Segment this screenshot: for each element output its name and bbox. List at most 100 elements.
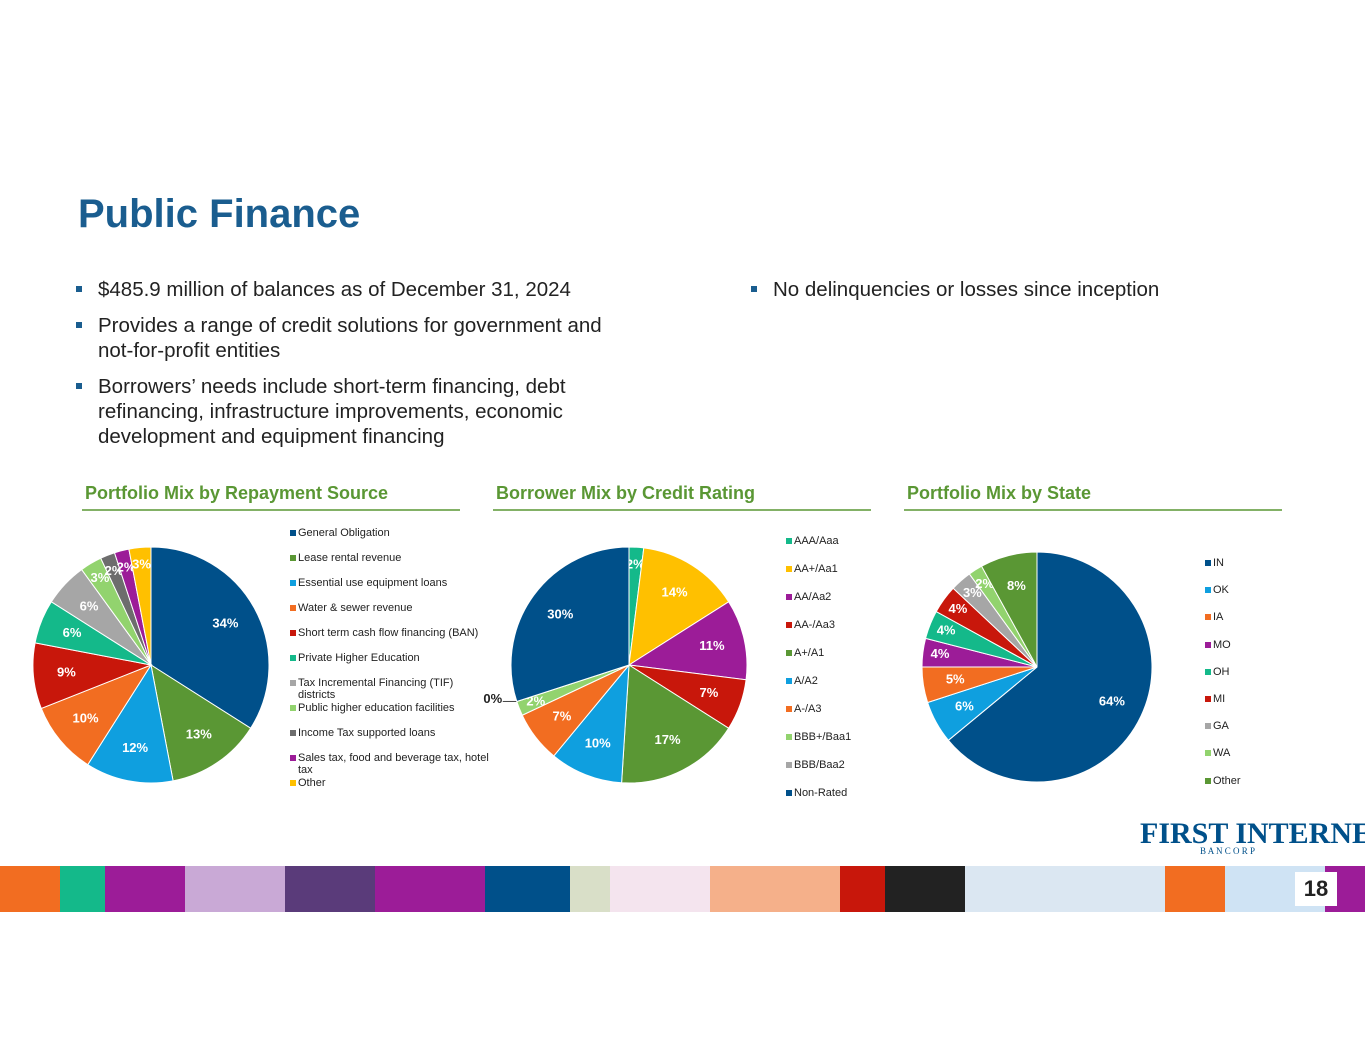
data-label: 2% — [626, 556, 645, 571]
legend-swatch — [786, 706, 792, 712]
legend-entry: AA/Aa2 — [786, 591, 989, 603]
bullet: Borrowers’ needs include short-term fina… — [76, 374, 636, 449]
legend-entry: MO — [1205, 639, 1365, 651]
legend-entry: Public higher education facilities — [290, 702, 493, 714]
data-label: 12% — [122, 740, 148, 755]
legend-entry: General Obligation — [290, 527, 493, 539]
legend-entry: Lease rental revenue — [290, 552, 493, 564]
pie-slice — [150, 546, 270, 729]
data-label: 6% — [955, 698, 974, 713]
legend-swatch — [786, 734, 792, 740]
chart-title: Portfolio Mix by Repayment Source — [85, 483, 389, 503]
legend-entry: BBB/Baa2 — [786, 759, 989, 771]
legend-swatch — [290, 630, 296, 636]
legend-entry: BBB+/Baa1 — [786, 731, 989, 743]
data-label: 8% — [1007, 578, 1026, 593]
legend-swatch — [786, 650, 792, 656]
legend-entry: AA+/Aa1 — [786, 563, 989, 575]
legend-swatch — [786, 622, 792, 628]
data-label: 4% — [949, 601, 968, 616]
data-label: 30% — [547, 606, 573, 621]
legend-swatch — [290, 530, 296, 536]
legend-swatch — [1205, 560, 1211, 566]
legend-swatch — [1205, 641, 1211, 648]
legend-entry: IA — [1205, 611, 1365, 623]
data-label: 3% — [132, 557, 151, 572]
legend-entry: AAA/Aaa — [786, 535, 989, 547]
legend-swatch — [290, 780, 296, 786]
data-label: 4% — [937, 622, 956, 637]
legend-swatch — [1205, 696, 1211, 702]
logo: FIRST INTERNET — [1140, 817, 1365, 850]
legend-entry: AA-/Aa3 — [786, 619, 989, 631]
legend-swatch — [1205, 587, 1211, 594]
legend-entry: Income Tax supported loans — [290, 727, 493, 739]
legend-entry: A/A2 — [786, 675, 989, 687]
bullet: No delinquencies or losses since incepti… — [751, 277, 1311, 302]
bullet: $485.9 million of balances as of Decembe… — [76, 277, 636, 302]
data-label: 7% — [700, 685, 719, 700]
legend-swatch — [786, 538, 792, 544]
bullet: Provides a range of credit solutions for… — [76, 313, 636, 363]
pie-slice — [87, 663, 174, 784]
pie-slice — [621, 664, 730, 784]
data-label: 17% — [655, 732, 681, 747]
pie-slice — [40, 663, 153, 766]
data-label: 14% — [662, 585, 688, 600]
legend-swatch — [290, 605, 296, 611]
legend-entry: Non-Rated — [786, 787, 989, 799]
pie-slice — [628, 547, 730, 666]
legend-swatch — [1205, 777, 1211, 784]
legend-swatch — [290, 705, 296, 711]
data-label: 5% — [946, 671, 965, 686]
logo-sub: B A N C O R P — [1200, 846, 1255, 856]
data-label: 11% — [699, 638, 725, 653]
legend-swatch — [786, 566, 792, 572]
legend-entry: OK — [1205, 584, 1365, 596]
page-number: 18 — [1304, 876, 1328, 901]
legend-entry: Short term cash flow financing (BAN) — [290, 627, 493, 639]
pie-slice — [553, 663, 630, 784]
legend-entry: GA — [1205, 720, 1365, 732]
data-label: 0% — [483, 691, 502, 706]
legend-swatch — [786, 678, 792, 684]
legend-swatch — [1205, 723, 1211, 730]
legend-swatch — [1205, 668, 1211, 675]
legend-swatch — [786, 790, 792, 796]
data-label: 3% — [91, 570, 110, 585]
legend-entry: WA — [1205, 747, 1365, 759]
data-label: 6% — [63, 625, 82, 640]
data-label: 64% — [1099, 694, 1125, 709]
pie-slice — [128, 546, 152, 666]
bullets-right: No delinquencies or losses since incepti… — [751, 277, 1311, 313]
legend-entry: Tax Incremental Financing (TIF) district… — [290, 677, 493, 701]
data-label: 9% — [57, 664, 76, 679]
pie-slice — [150, 663, 252, 782]
chart-title: Portfolio Mix by State — [907, 483, 1092, 503]
footer-band — [0, 866, 1365, 912]
legend-swatch — [786, 762, 792, 768]
chart-title: Borrower Mix by Credit Rating — [496, 483, 756, 503]
data-label: 10% — [73, 711, 99, 726]
pie-slice — [980, 551, 1038, 668]
pie-slice — [627, 601, 748, 681]
legend-entry: OH — [1205, 666, 1365, 678]
legend-entry: A-/A3 — [786, 703, 989, 715]
slide-title: Public Finance — [78, 192, 361, 236]
legend-swatch — [786, 594, 792, 600]
data-label: 6% — [80, 598, 99, 613]
legend-entry: Essential use equipment loans — [290, 577, 493, 589]
legend-entry: MI — [1205, 693, 1365, 705]
legend-swatch — [290, 655, 296, 661]
legend-swatch — [290, 580, 296, 586]
legend-entry: Other — [1205, 775, 1365, 787]
legend-entry: Sales tax, food and beverage tax, hotel … — [290, 752, 493, 776]
pie-slice — [947, 551, 1153, 783]
legend-swatch — [290, 680, 296, 686]
legend-swatch — [1205, 750, 1211, 757]
legend-entry: A+/A1 — [786, 647, 989, 659]
pie-slice — [510, 546, 630, 703]
legend-entry: Other — [290, 777, 493, 789]
